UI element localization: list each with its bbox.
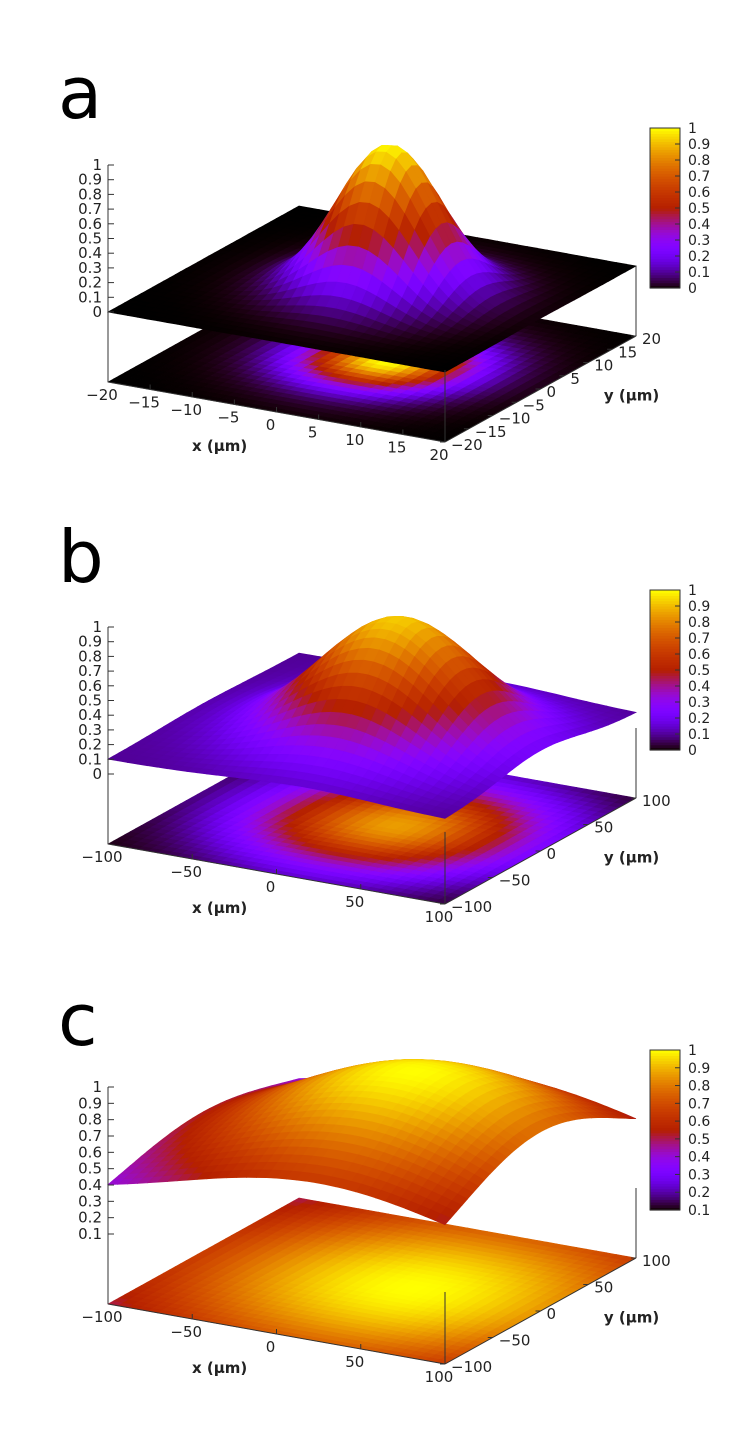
y-tick-label: 15 — [618, 343, 637, 361]
colorbar-tick-label: 0 — [688, 281, 697, 297]
y-tick-label: 5 — [570, 370, 580, 388]
x-tick-label: −15 — [128, 394, 160, 412]
colorbar-tick-label: 0.2 — [688, 249, 710, 265]
x-tick-label: 10 — [345, 431, 364, 449]
panel-letter: a — [58, 51, 102, 135]
colorbar-tick-label: 1 — [688, 121, 697, 137]
colorbar-tick-label: 0 — [688, 743, 697, 759]
x-tick-label: 100 — [425, 908, 454, 926]
panel-letter: b — [58, 515, 104, 599]
x-tick-label: 15 — [387, 439, 406, 457]
y-tick-label: −100 — [451, 898, 492, 916]
y-tick-label: 10 — [594, 357, 613, 375]
colorbar-tick-label: 0.7 — [688, 169, 710, 185]
y-axis-title: y (µm) — [604, 386, 659, 404]
colorbar-tick-label: 0.4 — [688, 679, 710, 695]
colorbar-tick-label: 0.2 — [688, 711, 710, 727]
colorbar-tick-label: 0.1 — [688, 727, 710, 743]
y-tick-label: 100 — [642, 792, 671, 810]
colorbar-tick-label: 0.9 — [688, 599, 710, 615]
x-tick-label: −50 — [170, 863, 202, 881]
colorbar-tick-label: 0.4 — [688, 217, 710, 233]
colorbar-tick-label: 0.5 — [688, 663, 710, 679]
x-tick-label: 20 — [429, 446, 448, 464]
colorbar-tick-label: 0.7 — [688, 631, 710, 647]
x-tick-label: 0 — [266, 416, 276, 434]
colorbar-tick-label: 0.3 — [688, 695, 710, 711]
colorbar-tick-label: 0.5 — [688, 201, 710, 217]
x-tick-label: 5 — [308, 424, 318, 442]
panel-b: b00.10.20.30.40.50.60.70.80.91−100−50050… — [58, 515, 710, 926]
colorbar-tick-label: 0.6 — [688, 185, 710, 201]
x-axis-title: x (µm) — [192, 437, 247, 455]
y-tick-label: 0 — [547, 845, 557, 863]
y-tick-label: 0 — [547, 383, 557, 401]
colorbar-tick-label: 0.1 — [688, 265, 710, 281]
colorbar-tick-label: 0.6 — [688, 647, 710, 663]
x-tick-label: −20 — [86, 386, 118, 404]
x-tick-label: −5 — [217, 409, 239, 427]
x-tick-label: 50 — [345, 893, 364, 911]
colorbar: 00.10.20.30.40.50.60.70.80.91 — [650, 583, 710, 759]
z-tick-label: 1 — [92, 618, 102, 636]
x-tick-label: 0 — [266, 878, 276, 896]
y-tick-label: −5 — [523, 396, 545, 414]
y-axis-title: y (µm) — [604, 848, 659, 866]
x-tick-label: −100 — [81, 848, 122, 866]
panel-letter: c — [58, 978, 98, 1062]
colorbar-tick-label: 1 — [688, 583, 697, 599]
colorbar-tick-label: 0.8 — [688, 615, 710, 631]
colorbar: 00.10.20.30.40.50.60.70.80.91 — [650, 121, 710, 297]
colorbar-tick-label: 0.3 — [688, 233, 710, 249]
z-tick-label: 1 — [92, 156, 102, 174]
x-tick-label: −10 — [170, 401, 202, 419]
x-axis-title: x (µm) — [192, 899, 247, 917]
colorbar-tick-label: 0.9 — [688, 137, 710, 153]
panel-a: a00.10.20.30.40.50.60.70.80.91−20−15−10−… — [58, 51, 710, 464]
colorbar-tick-label: 0.8 — [688, 153, 710, 169]
y-tick-label: 20 — [642, 330, 661, 348]
y-tick-label: 50 — [594, 819, 613, 837]
y-tick-label: −50 — [499, 872, 531, 890]
panel-c: c0.10.20.30.40.50.60.70.80.91−100−500501… — [58, 978, 710, 1386]
